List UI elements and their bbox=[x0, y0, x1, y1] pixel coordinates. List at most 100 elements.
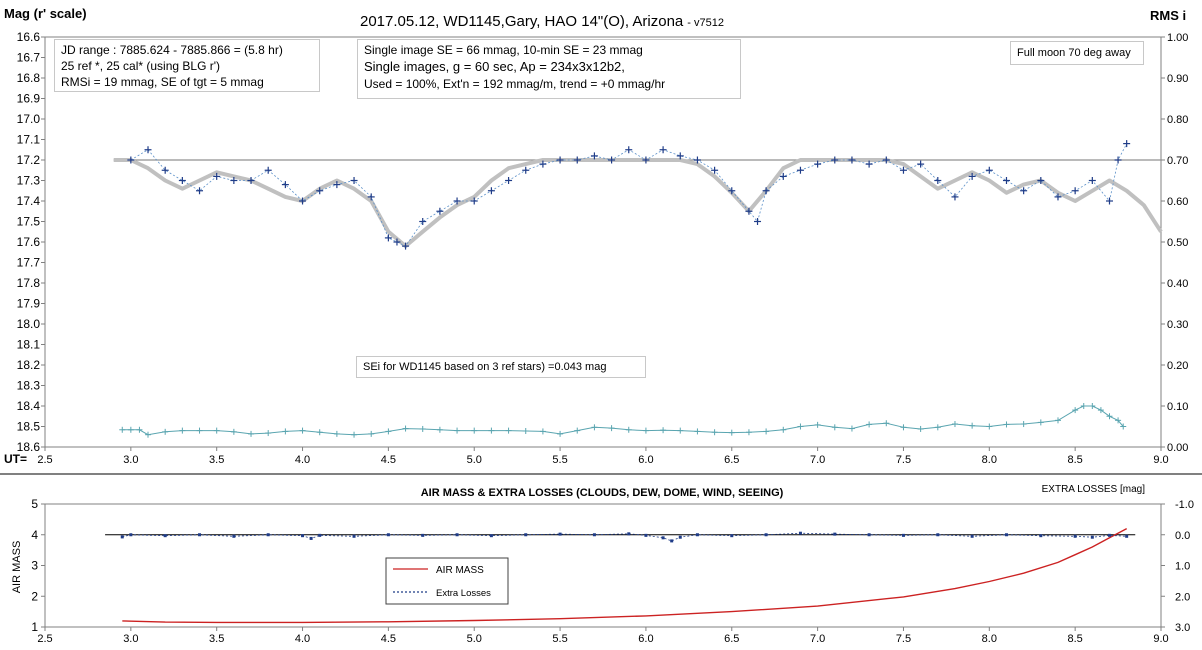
rms-point bbox=[694, 428, 701, 435]
magnitude-point bbox=[1071, 187, 1079, 195]
info-mid-line-2: Single images, g = 60 sec, Ap = 234x3x12… bbox=[364, 59, 625, 74]
magnitude-point bbox=[393, 238, 401, 246]
magnitude-point bbox=[882, 156, 890, 164]
top-y2tick-label: 0.00 bbox=[1167, 442, 1188, 454]
magnitude-point bbox=[470, 197, 478, 205]
top-ytick-label: 16.7 bbox=[17, 51, 41, 65]
extra-losses-point bbox=[386, 533, 390, 537]
rms-point bbox=[419, 425, 426, 432]
bottom-xtick-label: 4.0 bbox=[295, 633, 310, 645]
extra-losses-point bbox=[266, 533, 270, 537]
magnitude-point bbox=[127, 156, 135, 164]
top-y2tick-label: 0.60 bbox=[1167, 196, 1188, 208]
top-xtick-label: 3.5 bbox=[209, 454, 224, 466]
top-xtick-label: 6.5 bbox=[724, 454, 739, 466]
extra-losses-point bbox=[524, 533, 528, 537]
top-xtick-label: 7.0 bbox=[810, 454, 825, 466]
top-y2tick-label: 0.20 bbox=[1167, 360, 1188, 372]
top-xtick-label: 5.5 bbox=[552, 454, 567, 466]
rms-point bbox=[608, 425, 615, 432]
magnitude-point bbox=[642, 156, 650, 164]
extra-losses-point bbox=[833, 532, 837, 536]
top-ytick-label: 18.5 bbox=[17, 420, 41, 434]
rms-line bbox=[122, 405, 1124, 436]
bottom-ytick-label: 5 bbox=[31, 497, 38, 511]
info-box-mid: Single image SE = 66 mmag, 10-min SE = 2… bbox=[357, 39, 741, 99]
magnitude-point bbox=[934, 177, 942, 184]
bottom-xtick-label: 6.0 bbox=[638, 633, 653, 645]
rms-point bbox=[1037, 419, 1044, 426]
rms-point bbox=[1089, 403, 1096, 409]
magnitude-point bbox=[1037, 177, 1045, 184]
top-y2tick-label: 0.70 bbox=[1167, 155, 1188, 167]
magnitude-point bbox=[848, 156, 856, 164]
bottom-y2-ticks: -1.0 0.0 1.0 2.0 3.0 bbox=[1161, 499, 1194, 634]
info-left-line-1: JD range : 7885.624 - 7885.866 = (5.8 hr… bbox=[61, 43, 283, 57]
extra-losses-point bbox=[198, 533, 202, 537]
rms-point bbox=[282, 428, 289, 435]
magnitude-point bbox=[178, 177, 186, 184]
bottom-x-ticks: 2.5 3.0 3.5 4.0 4.5 5.0 5.5 6.0 6.5 7.0 7.5 8.0 8.5 9… bbox=[37, 627, 1169, 645]
sei-box: SEi for WD1145 based on 3 ref stars) =0.… bbox=[356, 356, 646, 378]
rms-point bbox=[917, 425, 924, 432]
top-ytick-label: 17.4 bbox=[17, 194, 41, 208]
magnitude-point bbox=[625, 146, 633, 154]
extra-losses-point bbox=[1107, 533, 1111, 537]
rms-point bbox=[969, 422, 976, 429]
rms-point bbox=[831, 424, 838, 431]
top-y2tick-label: 1.00 bbox=[1167, 32, 1188, 44]
top-rms-series bbox=[119, 403, 1127, 438]
top-y2tick-label: 0.40 bbox=[1167, 278, 1188, 290]
extra-losses-point bbox=[901, 533, 905, 537]
top-ytick-label: 17.3 bbox=[17, 174, 41, 188]
bottom-xtick-label: 7.5 bbox=[896, 633, 911, 645]
top-xtick-label: 2.5 bbox=[37, 454, 52, 466]
extra-losses-point bbox=[678, 535, 682, 539]
magnitude-point bbox=[453, 197, 461, 205]
top-ytick-label: 17.5 bbox=[17, 215, 41, 229]
top-x-ticks: 2.5 3.0 3.5 4.0 4.5 5.0 5.5 6.0 6.5 7.0 7.5 8.0 8.5 9… bbox=[37, 447, 1169, 466]
magnitude-point bbox=[367, 193, 375, 201]
rms-point bbox=[505, 427, 512, 434]
info-mid-line-1: Single image SE = 66 mmag, 10-min SE = 2… bbox=[364, 43, 643, 57]
top-xtick-label: 6.0 bbox=[638, 454, 653, 466]
magnitude-point bbox=[608, 156, 616, 164]
rms-point bbox=[1080, 403, 1087, 409]
magnitude-point bbox=[917, 160, 925, 168]
rms-point bbox=[1115, 417, 1122, 424]
extra-losses-point bbox=[455, 533, 459, 537]
top-y2tick-label: 0.80 bbox=[1167, 114, 1188, 126]
rms-point bbox=[797, 423, 804, 430]
top-xtick-label: 8.5 bbox=[1068, 454, 1083, 466]
airmass-line bbox=[122, 527, 1128, 624]
rms-point bbox=[179, 427, 186, 434]
bottom-xtick-label: 4.5 bbox=[381, 633, 396, 645]
rms-point bbox=[574, 427, 581, 434]
magnitude-point bbox=[728, 187, 736, 195]
bottom-xtick-label: 7.0 bbox=[810, 633, 825, 645]
magnitude-point bbox=[402, 242, 410, 250]
rms-point bbox=[402, 425, 409, 432]
magnitude-point bbox=[299, 197, 307, 205]
magnitude-point bbox=[316, 187, 324, 195]
extra-losses-point bbox=[309, 536, 313, 540]
rms-point bbox=[1106, 413, 1113, 420]
extra-losses-point bbox=[730, 534, 734, 538]
magnitude-point bbox=[539, 160, 547, 168]
top-xtick-label: 3.0 bbox=[123, 454, 138, 466]
rms-point bbox=[1097, 407, 1104, 414]
info-mid-line-3: Used = 100%, Ext'n = 192 mmag/m, trend =… bbox=[364, 77, 666, 91]
rms-point bbox=[1072, 407, 1079, 414]
rms-point bbox=[780, 426, 787, 433]
magnitude-point bbox=[1105, 197, 1113, 205]
magnitude-point bbox=[814, 160, 822, 168]
rms-point bbox=[316, 429, 323, 436]
extra-losses-point bbox=[1004, 533, 1008, 537]
rms-point bbox=[1120, 423, 1127, 430]
magnitude-point bbox=[711, 166, 719, 174]
extra-losses-point bbox=[1125, 534, 1129, 538]
rms-point bbox=[745, 429, 752, 436]
extra-losses-point bbox=[970, 534, 974, 538]
bottom-y2tick-label: 3.0 bbox=[1175, 622, 1190, 634]
rms-point bbox=[299, 427, 306, 434]
